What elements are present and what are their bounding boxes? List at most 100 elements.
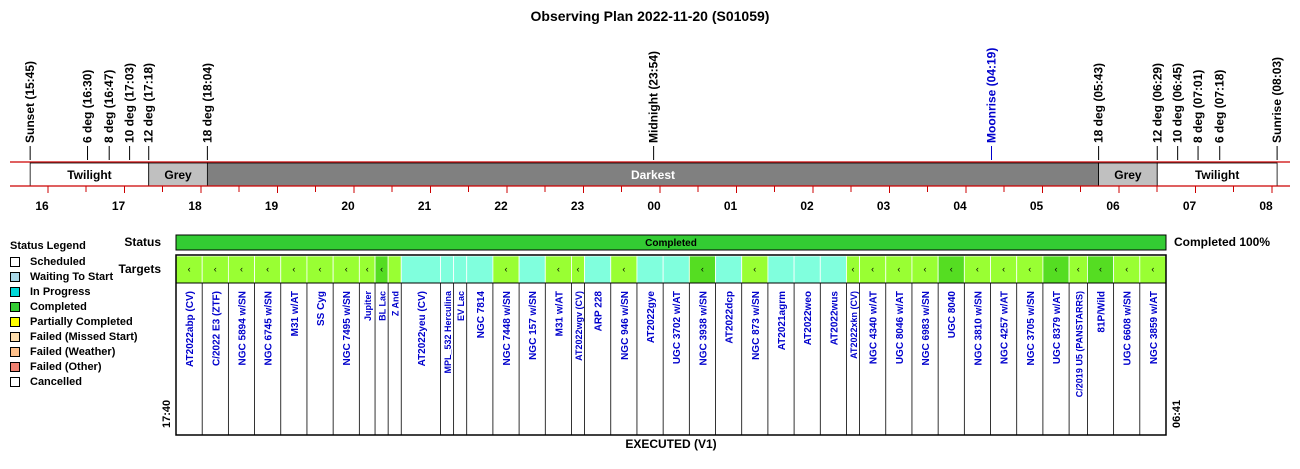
target-column[interactable]: ‹ UGC 8046 w/AT <box>885 255 913 435</box>
target-name[interactable]: UGC 6608 w/SN <box>1123 291 1134 365</box>
target-status-cell[interactable] <box>254 255 282 284</box>
target-column[interactable]: Z And <box>387 255 402 435</box>
target-name[interactable]: MPL_532 Herculina <box>443 290 453 374</box>
target-column[interactable]: NGC 157 w/SN <box>518 255 546 435</box>
target-status-cell[interactable] <box>767 255 795 284</box>
target-status-cell[interactable] <box>518 255 546 284</box>
target-column[interactable]: AT2022weo <box>793 255 821 435</box>
target-name[interactable]: AT2022abp (CV) <box>185 291 196 367</box>
target-name[interactable]: AT2022dcp <box>725 291 736 344</box>
target-status-cell[interactable] <box>387 255 402 284</box>
target-status-cell[interactable] <box>227 255 255 284</box>
target-status-cell[interactable] <box>911 255 939 284</box>
target-name[interactable]: SS Cyg <box>316 291 327 326</box>
target-column[interactable]: ‹ NGC 873 w/SN <box>741 255 769 435</box>
target-column[interactable]: ‹ NGC 3859 w/AT <box>1139 255 1167 435</box>
target-column[interactable]: AT2022dcp <box>715 255 743 435</box>
target-column[interactable]: ‹ NGC 3810 w/SN <box>963 255 991 435</box>
target-status-cell[interactable] <box>1139 255 1167 284</box>
target-status-cell[interactable] <box>175 255 203 284</box>
target-column[interactable]: AT2022yeu (CV) <box>400 255 441 435</box>
target-name[interactable]: UGC 8379 w/AT <box>1052 291 1063 364</box>
target-name[interactable]: Jupiter <box>363 291 373 322</box>
target-name[interactable]: AT2022gye <box>646 291 657 344</box>
status-bar[interactable] <box>175 234 1167 251</box>
target-name[interactable]: AT2022wgv (CV) <box>574 291 584 361</box>
target-column[interactable]: ‹ NGC 3705 w/SN <box>1016 255 1044 435</box>
target-name[interactable]: M31 w/AT <box>290 291 301 336</box>
target-name[interactable]: AT2022wus <box>829 291 840 346</box>
target-status-cell[interactable] <box>819 255 847 284</box>
target-column[interactable]: ‹ C/2022 E3 (ZTF) <box>201 255 229 435</box>
target-name[interactable]: EV Lac <box>456 291 466 321</box>
target-name[interactable]: NGC 3705 w/SN <box>1026 291 1037 365</box>
target-column[interactable]: ‹ NGC 4340 w/AT <box>859 255 887 435</box>
target-column[interactable]: UGC 3702 w/AT <box>662 255 690 435</box>
target-status-cell[interactable] <box>1016 255 1044 284</box>
target-column[interactable]: ‹ 81P/Wild <box>1087 255 1115 435</box>
target-name[interactable]: NGC 4340 w/AT <box>869 291 880 364</box>
target-name[interactable]: NGC 7495 w/SN <box>342 291 353 365</box>
target-column[interactable]: AT2022gye <box>636 255 664 435</box>
target-status-cell[interactable] <box>885 255 913 284</box>
target-name[interactable]: AT2022weo <box>803 291 814 345</box>
target-name[interactable]: C/2022 E3 (ZTF) <box>211 291 222 366</box>
target-status-cell[interactable] <box>715 255 743 284</box>
target-status-cell[interactable] <box>963 255 991 284</box>
target-name[interactable]: UGC 8046 w/AT <box>895 291 906 364</box>
target-column[interactable]: ‹ AT2022wgv (CV) <box>571 255 585 435</box>
target-column[interactable]: ‹ M31 w/AT <box>280 255 308 435</box>
target-status-cell[interactable] <box>584 255 612 284</box>
target-name[interactable]: AT2022yeu (CV) <box>417 291 428 366</box>
target-name[interactable]: ARP 228 <box>594 291 605 332</box>
target-name[interactable]: NGC 6745 w/SN <box>264 291 275 365</box>
target-name[interactable]: AT2021agrm <box>777 291 788 350</box>
target-column[interactable]: ‹ Jupiter <box>358 255 376 435</box>
target-status-cell[interactable] <box>636 255 664 284</box>
target-name[interactable]: NGC 5894 w/SN <box>237 291 248 365</box>
target-status-cell[interactable] <box>201 255 229 284</box>
target-name[interactable]: NGC 3859 w/AT <box>1149 291 1160 364</box>
target-column[interactable]: ARP 228 <box>584 255 612 435</box>
target-status-cell[interactable] <box>400 255 441 284</box>
target-column[interactable]: ‹ NGC 7448 w/SN <box>492 255 520 435</box>
target-name[interactable]: NGC 157 w/SN <box>528 291 539 360</box>
target-name[interactable]: M31 w/AT <box>554 291 565 336</box>
target-name[interactable]: Z And <box>391 291 401 316</box>
target-name[interactable]: UGC 3702 w/AT <box>672 291 683 364</box>
target-name[interactable]: AT2022xkn (CV) <box>849 291 859 359</box>
target-status-cell[interactable] <box>453 255 468 284</box>
target-column[interactable]: ‹ UGC 8379 w/AT <box>1042 255 1070 435</box>
target-status-cell[interactable] <box>466 255 494 284</box>
target-status-cell[interactable] <box>741 255 769 284</box>
target-name[interactable]: NGC 3810 w/SN <box>973 291 984 365</box>
target-column[interactable]: NGC 7814 <box>466 255 494 435</box>
target-column[interactable]: ‹ NGC 6745 w/SN <box>254 255 282 435</box>
target-column[interactable]: ‹ SS Cyg <box>306 255 334 435</box>
target-name[interactable]: BL Lac <box>378 291 388 321</box>
target-column[interactable]: ‹ NGC 5894 w/SN <box>227 255 255 435</box>
target-name[interactable]: NGC 3938 w/SN <box>698 291 709 365</box>
target-column[interactable]: ‹ NGC 6983 w/SN <box>911 255 939 435</box>
target-name[interactable]: NGC 946 w/SN <box>620 291 631 360</box>
target-name[interactable]: NGC 4257 w/AT <box>1000 291 1011 364</box>
target-name[interactable]: UGC 8040 <box>947 291 958 339</box>
target-name[interactable]: NGC 6983 w/SN <box>921 291 932 365</box>
target-name[interactable]: NGC 7448 w/SN <box>502 291 513 365</box>
target-name[interactable]: 81P/Wild <box>1097 291 1108 333</box>
target-status-cell[interactable] <box>662 255 690 284</box>
target-column[interactable]: ‹ UGC 6608 w/SN <box>1113 255 1141 435</box>
target-name[interactable]: C/2019 U5 (PANSTARRS) <box>1074 291 1084 397</box>
target-column[interactable]: ‹ C/2019 U5 (PANSTARRS) <box>1068 255 1088 435</box>
target-status-cell[interactable] <box>793 255 821 284</box>
target-status-cell[interactable] <box>306 255 334 284</box>
target-status-cell[interactable] <box>440 255 455 284</box>
target-name[interactable]: NGC 873 w/SN <box>751 291 762 360</box>
target-name[interactable]: NGC 7814 <box>476 291 487 339</box>
target-column[interactable]: AT2022wus <box>819 255 847 435</box>
target-status-cell[interactable] <box>1042 255 1070 284</box>
target-column[interactable]: ‹ AT2022abp (CV) <box>175 255 203 367</box>
target-column[interactable]: ‹ NGC 7495 w/SN <box>332 255 360 435</box>
target-status-cell[interactable] <box>859 255 887 284</box>
target-status-cell[interactable] <box>492 255 520 284</box>
